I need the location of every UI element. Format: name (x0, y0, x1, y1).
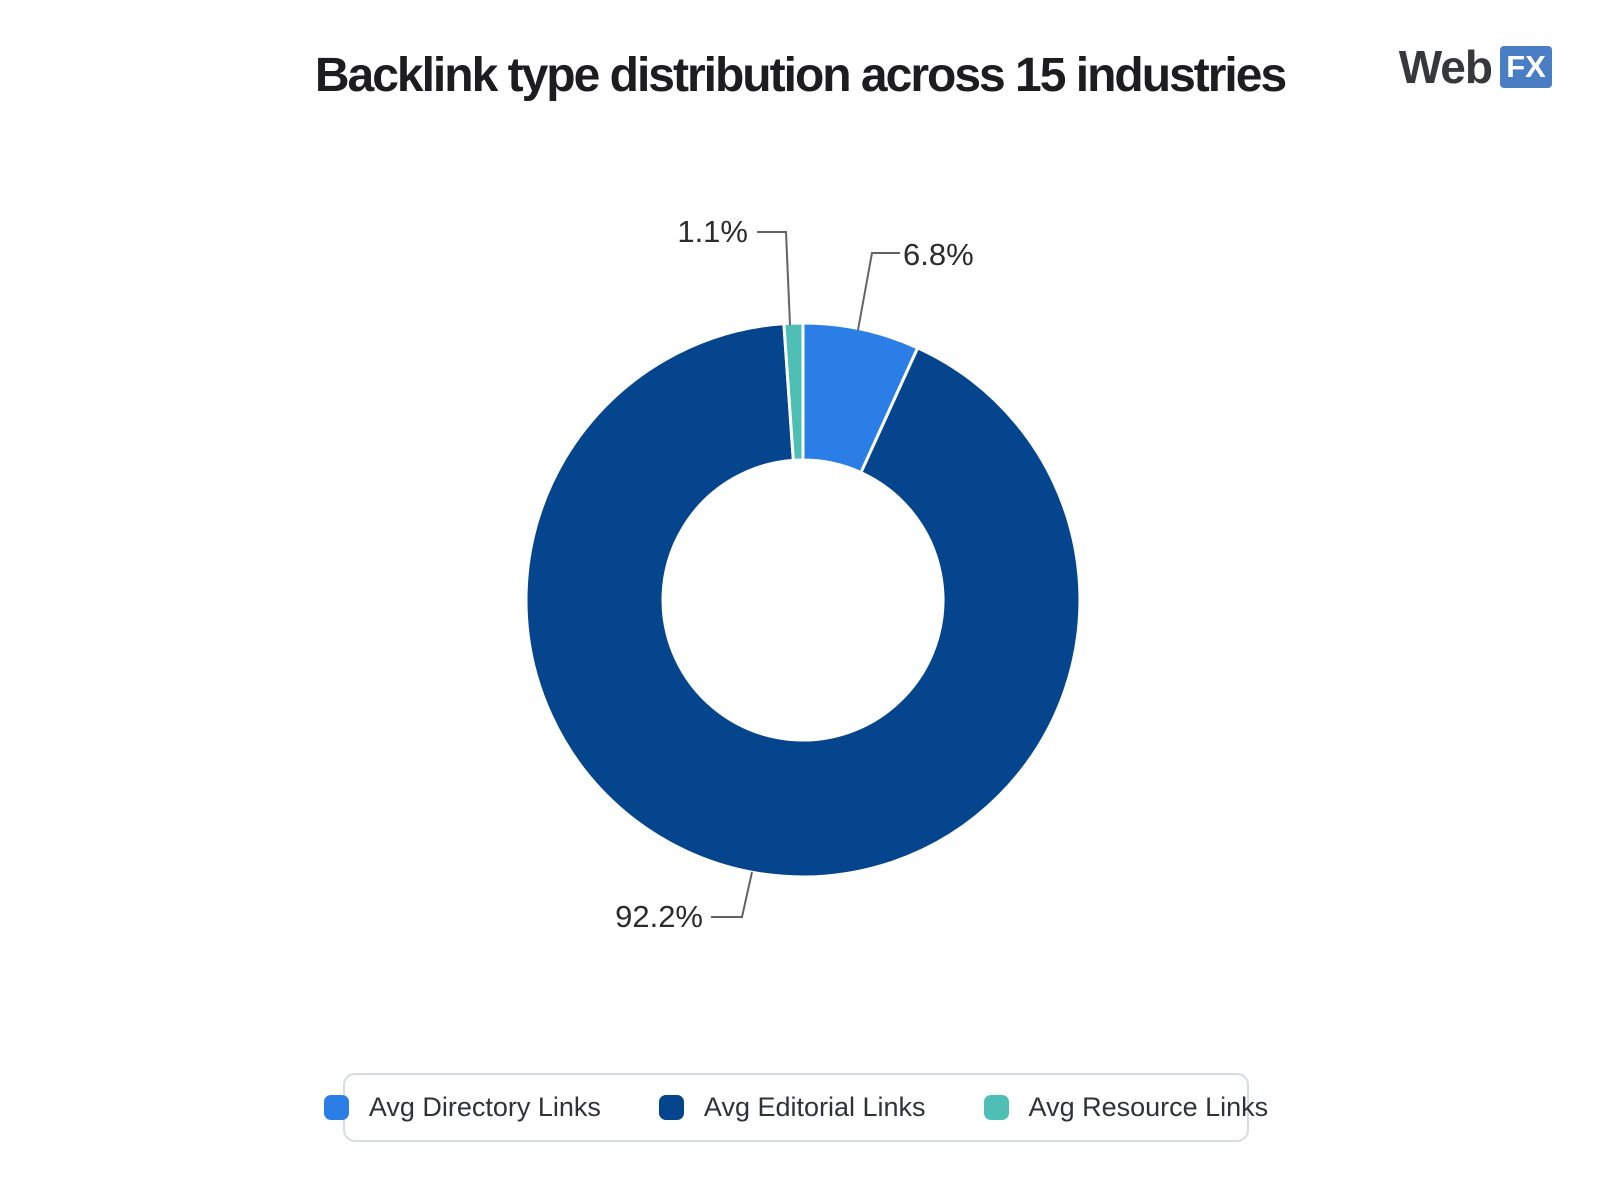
legend-label-directory: Avg Directory Links (368, 1092, 601, 1122)
webfx-logo: Web FX (1399, 44, 1552, 90)
label-resource-percent: 1.1% (677, 214, 748, 249)
label-directory-percent: 6.8% (903, 237, 974, 272)
legend-swatch-editorial-icon (658, 1095, 684, 1120)
leader-line-resource (757, 231, 791, 326)
donut-slice-avg-editorial-links[interactable] (524, 322, 1082, 879)
legend-swatch-resource-icon (983, 1095, 1009, 1120)
legend-label-editorial: Avg Editorial Links (703, 1092, 926, 1122)
label-editorial-percent: 92.2% (615, 899, 703, 934)
leader-line-directory (857, 252, 900, 331)
legend-item-avg-resource-links[interactable]: Avg Resource Links (983, 1092, 1269, 1123)
legend-label-resource: Avg Resource Links (1028, 1092, 1269, 1122)
chart-title: Backlink type distribution across 15 ind… (314, 49, 1287, 102)
legend-swatch-directory-icon (323, 1095, 349, 1120)
legend-item-avg-directory-links[interactable]: Avg Directory Links (323, 1092, 601, 1123)
legend-item-avg-editorial-links[interactable]: Avg Editorial Links (658, 1092, 926, 1123)
chart-header: Backlink type distribution across 15 ind… (0, 48, 1600, 103)
webfx-logo-web-text: Web (1398, 41, 1493, 93)
webfx-logo-fx-badge: FX (1500, 46, 1552, 88)
legend: Avg Directory Links Avg Editorial Links … (323, 1073, 1268, 1142)
leader-line-editorial (711, 871, 753, 918)
donut-slices (524, 321, 1082, 879)
